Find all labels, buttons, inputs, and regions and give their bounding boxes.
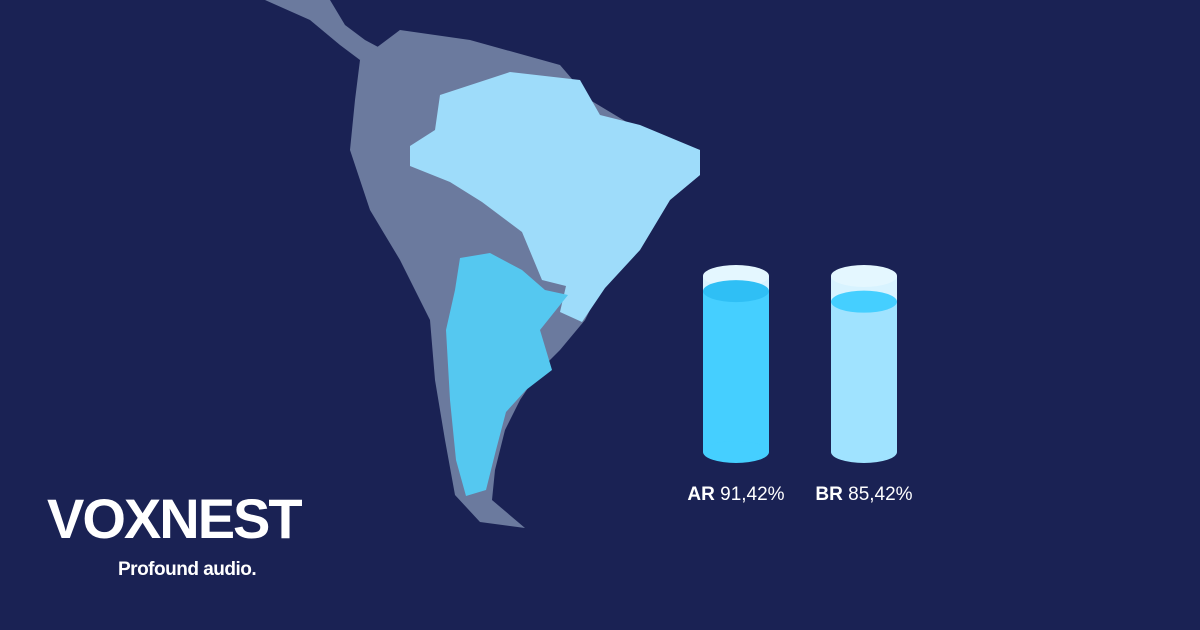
cylinder-top <box>703 265 769 287</box>
cylinder-fill <box>703 280 769 463</box>
category-label: AR <box>687 484 715 505</box>
brand-tagline: Profound audio. <box>118 559 256 580</box>
brand-name: VOXNEST <box>47 487 302 550</box>
bar-label: BR 85,42% <box>815 484 912 505</box>
fill-bottom <box>703 441 769 463</box>
map <box>265 0 700 528</box>
value-label: 85,42% <box>848 484 913 505</box>
fill-surface <box>831 290 897 313</box>
fill-body <box>831 301 897 452</box>
central-america <box>265 0 400 60</box>
fill-surface <box>703 280 769 303</box>
cylinder-top <box>831 265 897 287</box>
cylinders: AR 91,42% BR 85,42% <box>687 265 913 505</box>
fill-bottom <box>831 441 897 463</box>
brazil <box>410 72 700 322</box>
bar-label: AR 91,42% <box>687 484 784 505</box>
category-label: BR <box>815 484 843 505</box>
cylinder-fill <box>831 290 897 463</box>
fill-body <box>703 291 769 452</box>
argentina <box>446 253 568 496</box>
value-label: 91,42% <box>720 484 785 505</box>
